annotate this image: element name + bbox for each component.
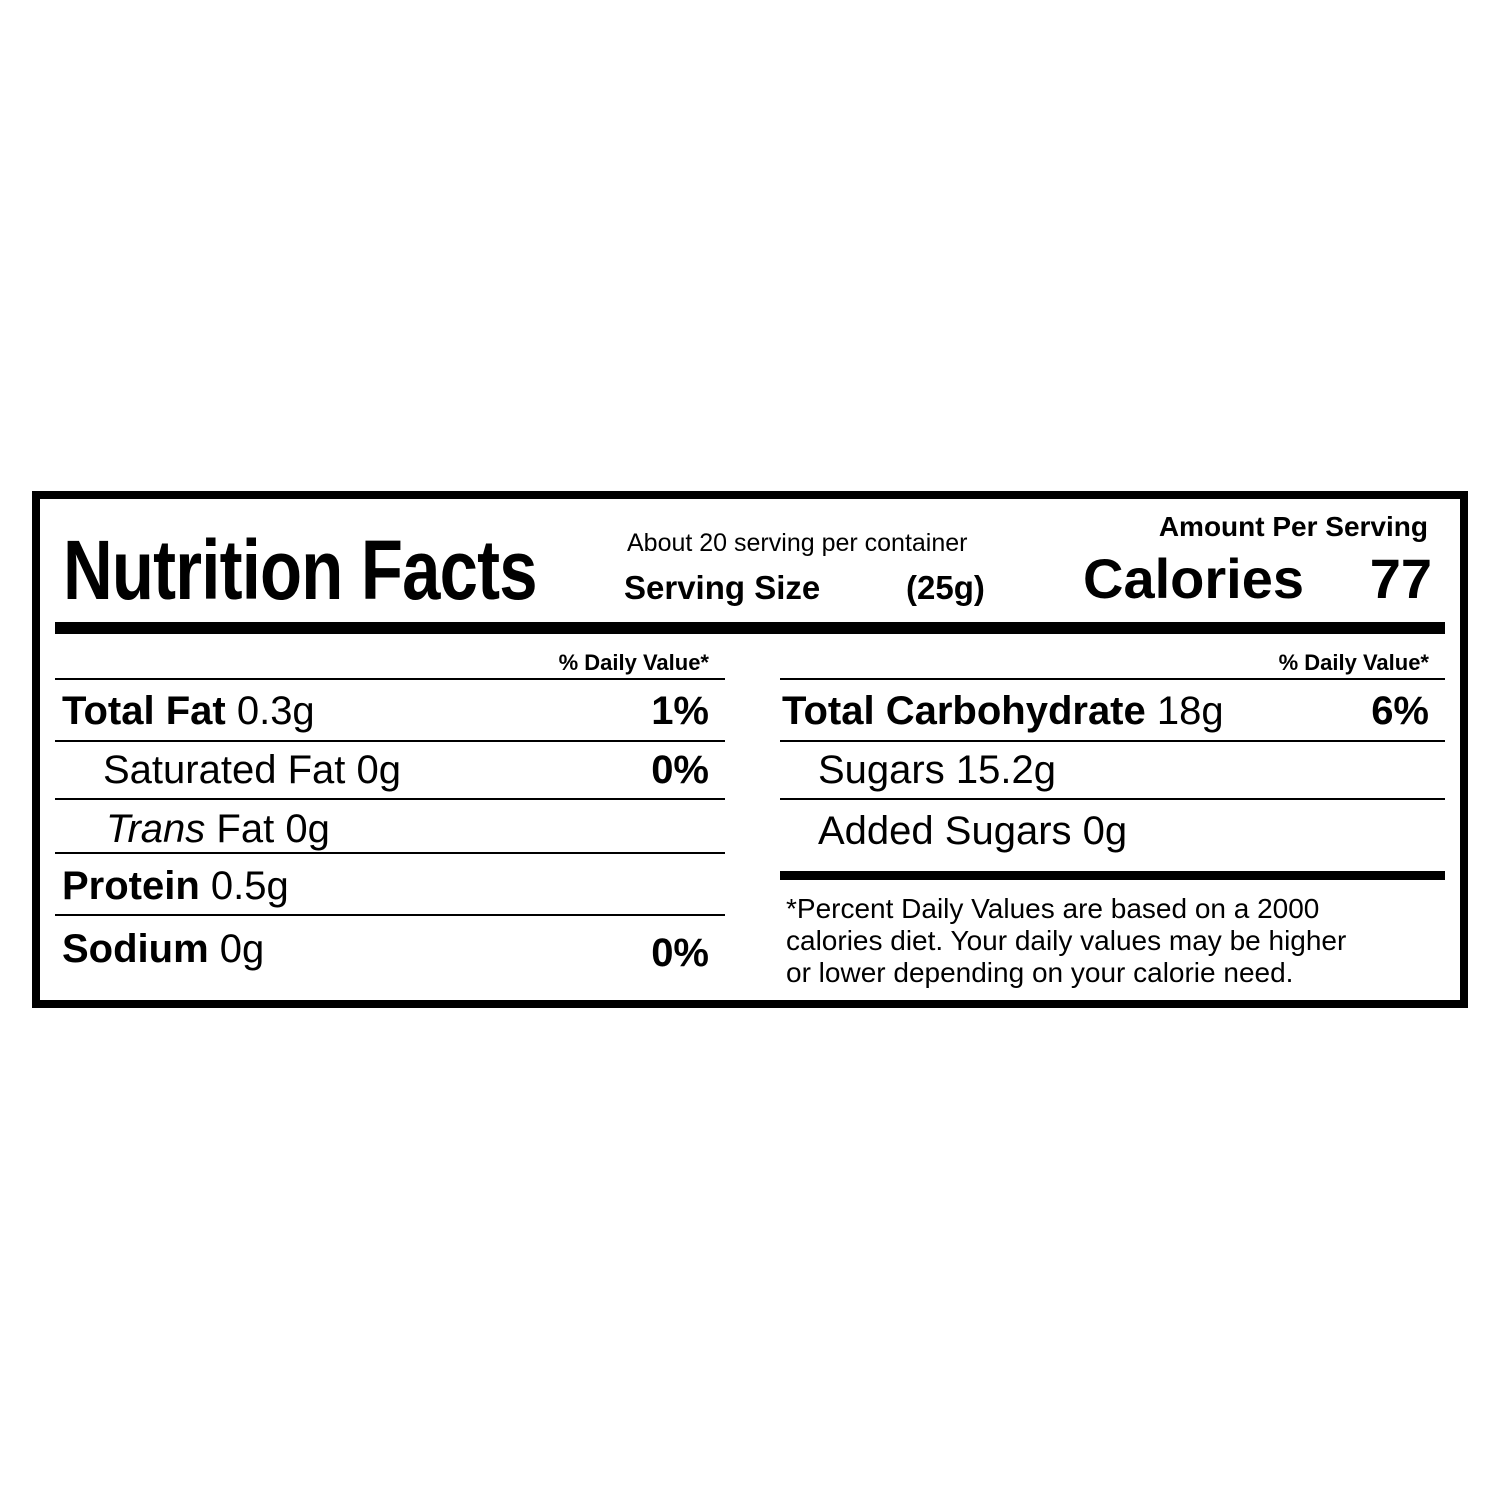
footnote-divider (780, 871, 1445, 880)
nutrient-sodium: Sodium 0g (62, 927, 265, 971)
nutrient-protein: Protein 0.5g (62, 864, 289, 908)
dv-total-fat: 1% (651, 689, 709, 733)
nutrient-total-carbohydrate: Total Carbohydrate 18g (782, 689, 1224, 733)
daily-value-header: % Daily Value* (558, 650, 709, 675)
amount-per-serving: Amount Per Serving (1158, 511, 1428, 542)
calories-label: Calories (1083, 547, 1304, 610)
servings-per-container: About 20 serving per container (627, 529, 968, 557)
footnote-line: calories diet. Your daily values may be … (786, 925, 1347, 956)
serving-size-label: Serving Size (624, 569, 821, 606)
divider (55, 740, 725, 742)
nutrient-total-fat: Total Fat 0.3g (62, 689, 315, 733)
nutrient-sugars: Sugars 15.2g (818, 748, 1056, 792)
divider (780, 740, 1445, 742)
nutrition-label-border (32, 491, 1468, 1008)
calories-value: 77 (1369, 547, 1432, 610)
footnote-line: or lower depending on your calorie need. (786, 957, 1294, 988)
dv-saturated-fat: 0% (651, 748, 709, 792)
dv-sodium: 0% (651, 931, 709, 975)
divider (55, 798, 725, 800)
nutrient-saturated-fat: Saturated Fat 0g (103, 748, 401, 792)
divider (55, 678, 725, 680)
daily-value-header: % Daily Value* (1278, 650, 1429, 675)
serving-size-value: (25g) (906, 569, 985, 606)
footnote-line: *Percent Daily Values are based on a 200… (786, 893, 1320, 924)
nutrient-added-sugars: Added Sugars 0g (818, 809, 1128, 853)
header-divider (55, 622, 1445, 634)
divider (55, 914, 725, 916)
nutrient-trans-fat: Trans Fat 0g (106, 807, 330, 851)
dv-total-carbohydrate: 6% (1371, 689, 1429, 733)
divider (780, 678, 1445, 680)
divider (55, 852, 725, 854)
divider (780, 798, 1445, 800)
label-title: Nutrition Facts (63, 523, 538, 617)
